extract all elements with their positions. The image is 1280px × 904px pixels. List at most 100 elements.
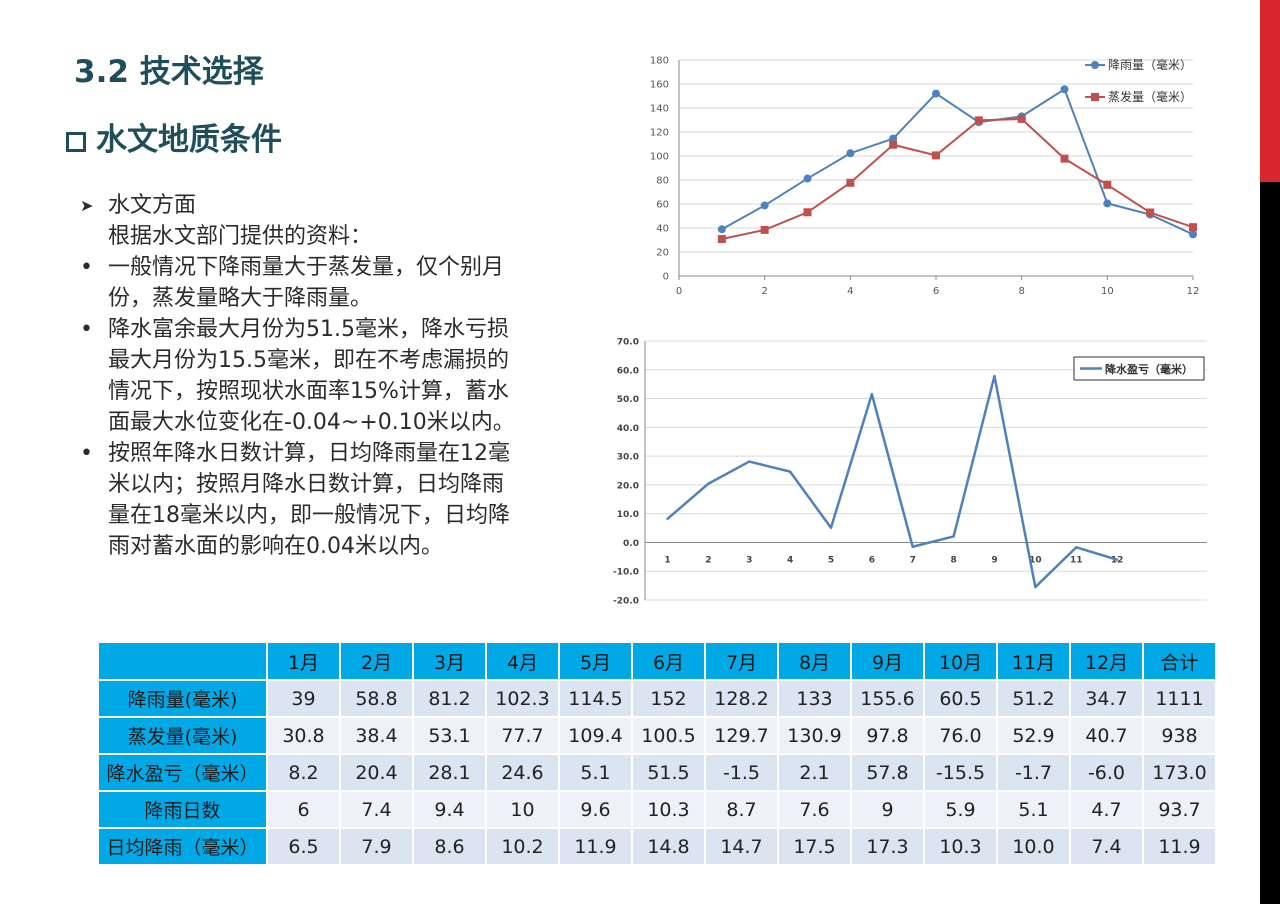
data-point: [760, 201, 769, 210]
section-bullet: ➤ 水文方面: [80, 190, 590, 221]
table-cell: 76.0: [925, 718, 996, 753]
table-row: 降雨日数 6 7.4 9.4 10 9.6 10.3 8.7 7.6 9 5.9 5.1 4.7 93.7: [99, 792, 1215, 827]
dot-bullet-icon: •: [80, 255, 93, 280]
table-cell: 5.1: [998, 792, 1069, 827]
table-cell: 114.5: [560, 681, 631, 716]
data-point: [993, 374, 996, 378]
x-tick-label: 7: [910, 555, 916, 565]
table-cell: 34.7: [1071, 681, 1142, 716]
y-tick-label: 40.0: [617, 424, 639, 434]
table-cell: 24.6: [487, 755, 558, 790]
hydrology-table: 1月 2月 3月 4月 5月 6月 7月 8月 9月 10月 11月 12月 合计 降雨量(毫米) 39 58…: [97, 641, 1217, 866]
table-cell: 57.8: [852, 755, 923, 790]
y-tick-label: 0.0: [623, 539, 639, 549]
table-cell: 2.1: [779, 755, 850, 790]
table-cell: 10: [487, 792, 558, 827]
table-cell: 6.5: [268, 829, 339, 864]
square-bullet-icon: [66, 132, 86, 152]
balance-chart-svg: -20.0 -10.0 0.0 10.0 20.0 30.0 40.0 50.0 60.0 70.…: [613, 338, 1207, 607]
section-heading-text: 水文地质条件: [96, 122, 282, 158]
table-cell: 7.4: [341, 792, 412, 827]
table-cell: 11.9: [1144, 829, 1215, 864]
intro-text: 根据水文部门提供的资料：: [108, 224, 373, 249]
table-cell: 97.8: [852, 718, 923, 753]
data-point: [870, 393, 874, 396]
data-point: [803, 174, 812, 183]
x-tick-label: 5: [828, 555, 834, 565]
x-tick-label: 6: [933, 286, 939, 297]
column-header: 2月: [341, 643, 412, 679]
data-point: [803, 208, 812, 217]
column-header: 1月: [268, 643, 339, 679]
column-header: 8月: [779, 643, 850, 679]
row-header: 蒸发量(毫米): [99, 718, 266, 753]
data-point: [846, 178, 855, 187]
table-cell: 81.2: [414, 681, 485, 716]
table-cell: 128.2: [706, 681, 777, 716]
x-tick-label: 12: [1187, 286, 1200, 297]
table-cell: 9.4: [414, 792, 485, 827]
data-point: [1189, 230, 1197, 239]
table-cell: 130.9: [779, 718, 850, 753]
table-cell: 152: [633, 681, 704, 716]
legend-marker: [1091, 61, 1099, 69]
data-point: [974, 116, 983, 125]
intro-line: 根据水文部门提供的资料：: [80, 221, 590, 252]
table-cell: 8.6: [414, 829, 485, 864]
bullet-3-line-3: 量在18毫米以内，即一般情况下，日均降: [108, 503, 510, 528]
table-cell: 155.6: [852, 681, 923, 716]
bullet-2-line-3: 情况下，按照现状水面率15%计算，蓄水: [108, 379, 509, 404]
y-tick-label: -20.0: [613, 597, 639, 607]
table-cell: 17.5: [779, 829, 850, 864]
table-cell: 938: [1144, 718, 1215, 753]
legend-label: 降雨量（毫米）: [1108, 57, 1192, 72]
table-cell: 173.0: [1144, 755, 1215, 790]
data-point: [1146, 208, 1155, 217]
table-cell: -1.7: [998, 755, 1069, 790]
table-cell: 102.3: [487, 681, 558, 716]
legend-label: 降水盈亏（毫米）: [1105, 362, 1193, 376]
section-label: 水文方面: [108, 193, 197, 218]
column-header: 5月: [560, 643, 631, 679]
bullet-1-line-2: 份，蒸发量略大于降雨量。: [108, 286, 373, 311]
bullet-2: • 降水富余最大月份为51.5毫米，降水亏损 最大月份为15.5毫米，即在不考虑漏损…: [80, 314, 590, 438]
table-cell: -1.5: [706, 755, 777, 790]
table-cell: 53.1: [414, 718, 485, 753]
table-cell: 14.8: [633, 829, 704, 864]
data-point: [932, 89, 940, 98]
y-tick-label: 10.0: [617, 510, 639, 520]
x-tick-label: 0: [676, 286, 682, 297]
data-point: [788, 470, 792, 473]
x-tick-label: 10: [1029, 555, 1042, 565]
table-cell: 11.9: [560, 829, 631, 864]
x-tick-label: 9: [991, 555, 997, 565]
table-cell: 10.3: [633, 792, 704, 827]
table-cell: 1111: [1144, 681, 1215, 716]
data-point: [748, 460, 751, 463]
column-header: 7月: [706, 643, 777, 679]
data-point: [829, 526, 833, 529]
series-line-1: [721, 87, 1194, 236]
row-header: 降雨日数: [99, 792, 266, 827]
table-corner-cell: [99, 643, 266, 679]
data-point: [1103, 199, 1112, 208]
y-tick-label: 70.0: [617, 338, 639, 348]
table-cell: 52.9: [998, 718, 1069, 753]
column-header: 4月: [487, 643, 558, 679]
data-point: [889, 134, 898, 143]
y-tick-label: 30.0: [617, 453, 639, 463]
table-cell: -6.0: [1071, 755, 1142, 790]
bullet-3-line-4: 雨对蓄水面的影响在0.04米以内。: [108, 534, 443, 559]
data-point: [952, 535, 955, 538]
bullet-3-line-1: 按照年降水日数计算，日均降雨量在12毫: [108, 441, 510, 466]
y-tick-label: 140: [650, 104, 669, 115]
table-cell: 20.4: [341, 755, 412, 790]
data-point: [1060, 154, 1069, 163]
arrow-bullet-icon: ➤: [80, 196, 94, 215]
series-line-2: [721, 117, 1194, 241]
y-tick-label: 20.0: [617, 481, 639, 491]
table-cell: 17.3: [852, 829, 923, 864]
bullet-3-line-2: 米以内；按照月降水日数计算，日均降雨: [108, 472, 505, 497]
data-point: [1115, 558, 1119, 561]
x-tick-label: 8: [950, 555, 956, 565]
